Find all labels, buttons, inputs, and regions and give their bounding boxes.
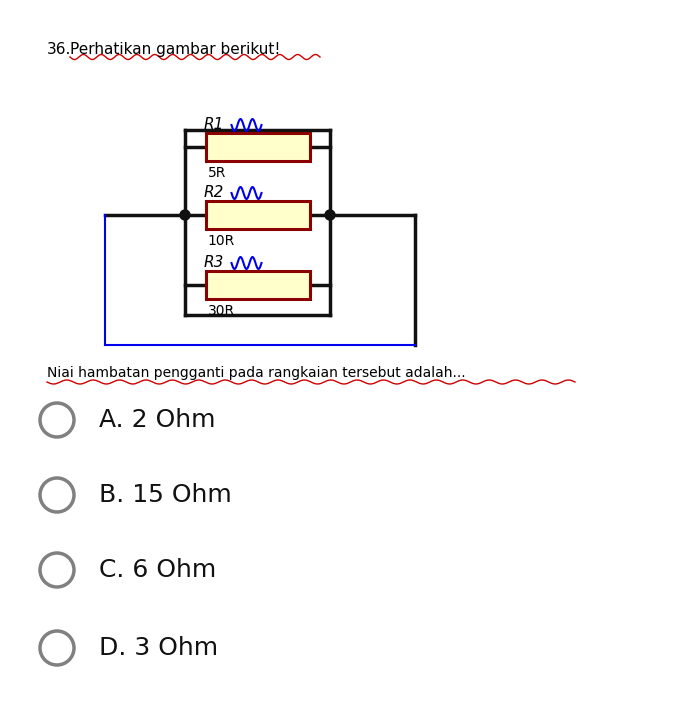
Text: Niai hambatan pengganti pada rangkaian tersebut adalah...: Niai hambatan pengganti pada rangkaian t… [47,366,466,380]
Bar [205,201,310,229]
Text: B. 15 Ohm: B. 15 Ohm [99,483,232,507]
Text: A. 2 Ohm: A. 2 Ohm [99,408,215,432]
Text: C. 6 Ohm: C. 6 Ohm [99,558,216,582]
Bar [205,133,310,161]
Text: Perhatikan gambar berikut!: Perhatikan gambar berikut! [70,42,281,57]
Text: R1: R1 [203,117,224,132]
Bar [205,271,310,299]
Text: R2: R2 [203,185,224,200]
Circle shape [325,210,335,220]
Circle shape [180,210,190,220]
Text: D. 3 Ohm: D. 3 Ohm [99,636,218,660]
Text: 5R: 5R [207,166,226,180]
Text: 36.: 36. [47,42,71,57]
Text: R3: R3 [203,255,224,270]
Text: 30R: 30R [207,304,235,318]
Text: 10R: 10R [207,234,235,248]
